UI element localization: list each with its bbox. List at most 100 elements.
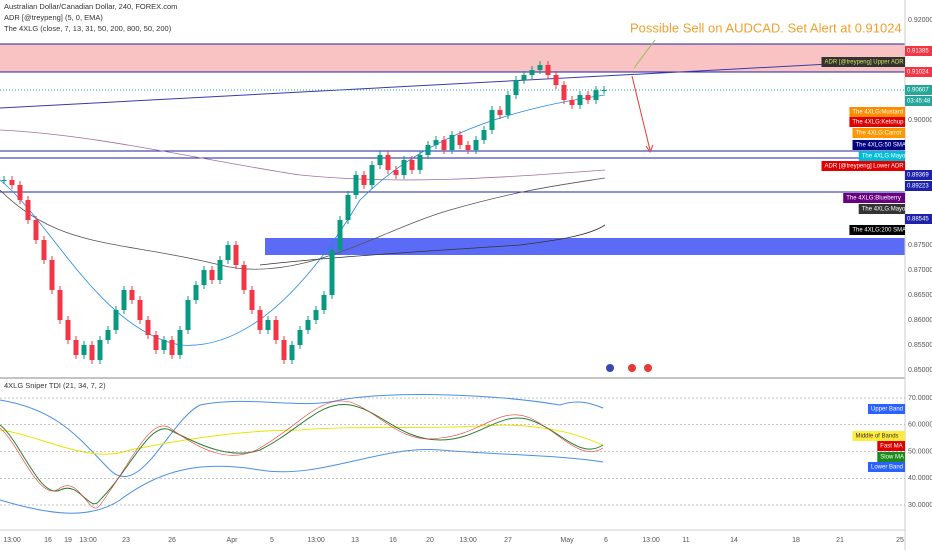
tdi-upper-band xyxy=(0,394,604,478)
candle-body xyxy=(401,160,407,175)
indicator-label: The 4XLG:200 SMA xyxy=(852,228,906,234)
candle-body xyxy=(369,165,375,185)
candle-body xyxy=(417,155,423,170)
price-tick-label: 0.85000 xyxy=(908,367,932,374)
arrow xyxy=(633,39,656,69)
indicator-label: The 4XLG:50 SMA xyxy=(856,143,906,149)
candle-body xyxy=(593,90,599,100)
candle-body xyxy=(601,90,607,91)
price-label: 0.89369 xyxy=(907,173,929,179)
indicator-label: The 4XLG:Carrot xyxy=(856,131,902,137)
time-tick-label: 27 xyxy=(504,537,512,544)
candle-body xyxy=(505,95,511,115)
time-tick-label: May xyxy=(560,537,574,544)
ma-slow xyxy=(259,224,606,266)
event-icon[interactable] xyxy=(644,364,652,372)
time-tick-label: 13:00 xyxy=(459,537,477,544)
candle-body xyxy=(49,260,55,290)
arrow xyxy=(631,75,651,151)
price-label: 0.90607 xyxy=(907,88,929,94)
indicator: The 4XLG (close, 7, 13, 31, 50, 200, 800… xyxy=(4,24,172,33)
candle-body xyxy=(161,340,167,350)
candle-body xyxy=(377,155,383,165)
candle-body xyxy=(497,110,503,115)
candle-body xyxy=(305,320,311,330)
time-tick-label: 13:00 xyxy=(307,537,325,544)
time-tick-label: 6 xyxy=(604,537,608,544)
candle-body xyxy=(521,75,527,80)
candle-body xyxy=(537,65,543,70)
candle-body xyxy=(545,65,551,75)
price-label: 03:45:48 xyxy=(907,99,931,105)
tdi-label: Middle of Bands xyxy=(856,434,899,440)
candle-body xyxy=(585,95,591,100)
symbol: Australian Dollar/Canadian Dollar, 240, … xyxy=(4,2,177,11)
indicator-label-bg xyxy=(843,193,905,203)
price-tick-label: 0.86000 xyxy=(908,317,932,324)
tdi-lower-band xyxy=(0,449,604,514)
candle-body xyxy=(137,300,143,320)
time-tick-label: 20 xyxy=(426,537,434,544)
candle-body xyxy=(249,290,255,310)
indicator-label: The 4XLG:Blueberry xyxy=(846,196,901,202)
price-label-bg xyxy=(905,46,932,56)
candle-body xyxy=(177,330,183,355)
price-tick-label: 0.87000 xyxy=(908,267,932,274)
indicator-label-bg xyxy=(821,161,905,171)
price-label-bg xyxy=(905,67,932,77)
candle-body xyxy=(17,185,23,200)
candle-body xyxy=(577,95,583,105)
candle-body xyxy=(265,320,271,330)
candle-body xyxy=(441,140,447,150)
candle-body xyxy=(449,135,455,150)
tdi-label-bg xyxy=(868,404,905,414)
time-tick-label: 16 xyxy=(44,537,52,544)
candle-body xyxy=(289,345,295,360)
candle-body xyxy=(425,145,431,155)
blue-zone xyxy=(265,238,905,255)
sell-zone xyxy=(0,44,905,72)
indicator-label-bg xyxy=(852,128,905,138)
candle-body xyxy=(481,130,487,140)
candle-body xyxy=(217,260,223,280)
time-tick-label: 13:00 xyxy=(79,537,97,544)
indicator-label: The 4XLG:Mustard xyxy=(852,110,903,116)
candle-body xyxy=(321,295,327,310)
candle-body xyxy=(97,340,103,360)
event-icon[interactable] xyxy=(628,364,636,372)
indicator-label: The 4XLG:Mayo xyxy=(862,154,906,160)
candle-body xyxy=(73,340,79,355)
tdi-label: Fast MA xyxy=(880,444,902,450)
candle-body xyxy=(361,175,367,185)
candle-body xyxy=(113,310,119,330)
indicator-label-bg xyxy=(821,57,905,67)
candle-body xyxy=(9,180,15,185)
price-label: 0.89223 xyxy=(907,184,929,190)
time-tick-label: 25 xyxy=(896,537,904,544)
candle-body xyxy=(465,145,471,150)
tdi-label: Slow MA xyxy=(880,455,904,461)
time-tick-label: 19 xyxy=(64,537,72,544)
indicator-label-bg xyxy=(858,151,905,161)
candle-body xyxy=(353,175,359,195)
tdi-label-bg xyxy=(852,431,905,441)
candle-body xyxy=(193,285,199,300)
time-tick-label: 21 xyxy=(836,537,844,544)
candle-body xyxy=(433,140,439,145)
candle-body xyxy=(345,195,351,220)
candle-body xyxy=(257,310,263,330)
event-icon[interactable] xyxy=(606,364,614,372)
indicator-label: The 4XLG:Mayo xyxy=(862,207,906,213)
time-tick-label: 13:00 xyxy=(3,537,21,544)
price-label-bg xyxy=(905,170,932,180)
candle-body xyxy=(89,345,95,360)
candle-body xyxy=(201,270,207,285)
candle-body xyxy=(569,100,575,105)
price-tick-label: 0.92000 xyxy=(908,17,932,24)
price-label-bg xyxy=(905,181,932,191)
candle-body xyxy=(121,290,127,310)
indicator-label-bg xyxy=(849,117,905,127)
candle-body xyxy=(41,240,47,260)
tdi-label: Upper Band xyxy=(871,407,903,413)
